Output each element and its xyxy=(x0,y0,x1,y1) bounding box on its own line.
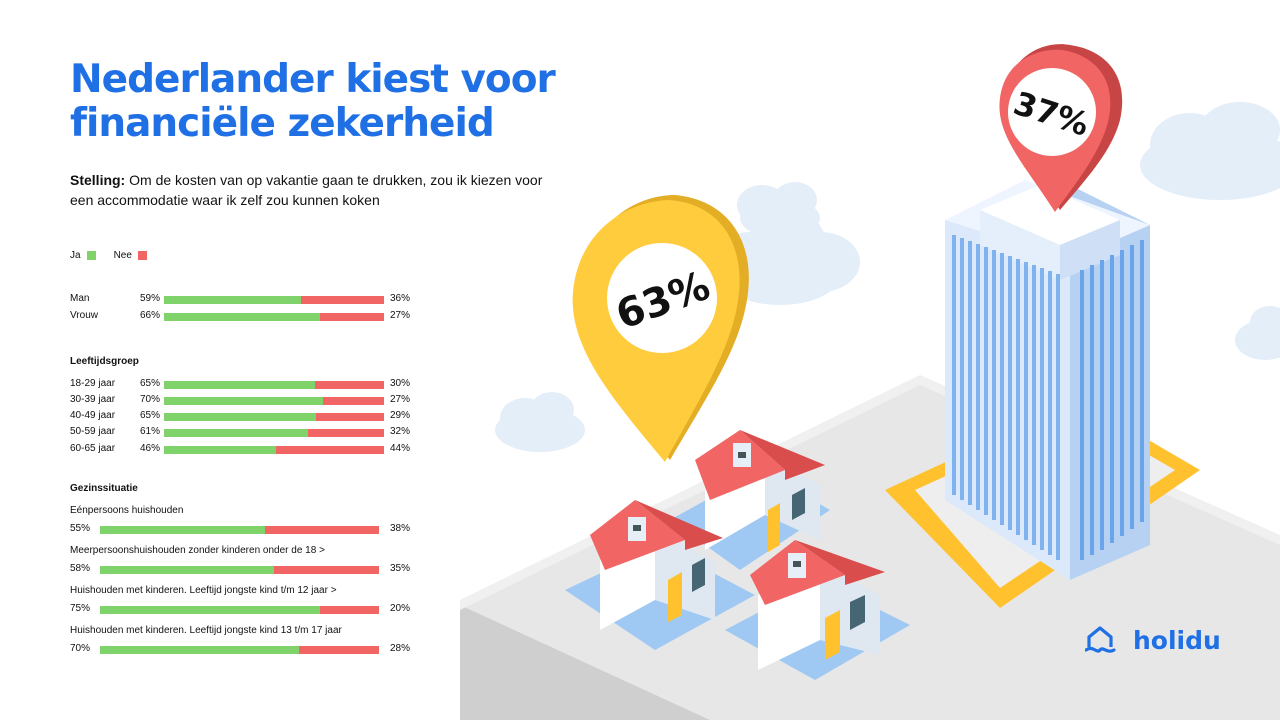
stacked-bar xyxy=(100,566,379,574)
nee-value-label: 27% xyxy=(390,394,411,405)
statement: Stelling: Om de kosten van op vakantie g… xyxy=(70,170,550,210)
cloud-icon xyxy=(1140,102,1280,200)
legend-swatch-nee xyxy=(137,251,147,260)
bar-nee xyxy=(314,381,384,389)
bar-nee xyxy=(320,313,384,321)
cloud-icon xyxy=(737,182,820,238)
stacked-bar xyxy=(100,526,379,534)
nee-value-label: 27% xyxy=(390,310,411,321)
row-label: 30-39 jaar xyxy=(70,394,116,405)
bar-ja xyxy=(100,606,321,614)
nee-value-label: 29% xyxy=(390,410,411,421)
nee-value-label: 44% xyxy=(390,443,411,454)
row-label: Meerpersoonshuishouden zonder kinderen o… xyxy=(70,545,325,556)
row-label: Vrouw xyxy=(70,310,98,321)
cloud-icon xyxy=(1235,306,1280,360)
bar-ja xyxy=(164,429,309,437)
row-label: 50-59 jaar xyxy=(70,426,116,437)
ja-value-label: 65% xyxy=(140,410,161,421)
section-title: Gezinssituatie xyxy=(70,483,138,494)
stacked-bar xyxy=(164,397,384,405)
chart-legend: Ja Nee xyxy=(70,250,159,261)
bar-ja xyxy=(164,313,321,321)
ja-value-label: 75% xyxy=(70,603,91,614)
title-line-2: financiële zekerheid xyxy=(70,101,495,146)
bar-nee xyxy=(276,446,384,454)
legend-label-nee: Nee xyxy=(113,250,132,261)
bar-nee xyxy=(265,526,379,534)
bar-ja xyxy=(164,413,317,421)
stacked-bar xyxy=(164,296,384,304)
nee-value-label: 20% xyxy=(390,603,411,614)
logo: holidu xyxy=(1085,625,1221,655)
house xyxy=(725,540,910,680)
ja-value-label: 46% xyxy=(140,443,161,454)
nee-value-label: 28% xyxy=(390,643,411,654)
illustration: 37% 63% xyxy=(460,44,1280,720)
ja-value-label: 58% xyxy=(70,563,91,574)
stacked-bar xyxy=(100,606,379,614)
row-label: Eénpersoons huishouden xyxy=(70,505,184,516)
building xyxy=(945,180,1150,580)
pin-yellow: 63% xyxy=(572,195,749,462)
ja-value-label: 66% xyxy=(140,310,161,321)
ja-value-label: 70% xyxy=(70,643,91,654)
ja-value-label: 70% xyxy=(140,394,161,405)
ja-value-label: 61% xyxy=(140,426,161,437)
row-label: 40-49 jaar xyxy=(70,410,116,421)
stacked-bar xyxy=(164,313,384,321)
bar-nee xyxy=(320,606,379,614)
bar-ja xyxy=(164,381,315,389)
ja-value-label: 55% xyxy=(70,523,91,534)
bar-ja xyxy=(164,296,301,304)
logo-text: holidu xyxy=(1133,625,1221,655)
row-label: Huishouden met kinderen. Leeftijd jongst… xyxy=(70,585,337,596)
legend-swatch-ja xyxy=(86,251,96,260)
ja-value-label: 65% xyxy=(140,378,161,389)
stacked-bar xyxy=(164,429,384,437)
bar-ja xyxy=(164,446,277,454)
cloud-icon xyxy=(495,392,585,452)
bar-ja xyxy=(100,526,265,534)
ja-value-label: 59% xyxy=(140,293,161,304)
nee-value-label: 36% xyxy=(390,293,411,304)
bar-nee xyxy=(322,397,384,405)
page-title: Nederlander kiest voor financiële zekerh… xyxy=(70,58,630,146)
bar-nee xyxy=(316,413,384,421)
nee-value-label: 32% xyxy=(390,426,411,437)
statement-text: Om de kosten van op vakantie gaan te dru… xyxy=(70,172,543,208)
bar-ja xyxy=(100,566,274,574)
legend-label-ja: Ja xyxy=(70,250,81,261)
bar-nee xyxy=(300,296,384,304)
stacked-bar xyxy=(164,446,384,454)
stacked-bar xyxy=(164,413,384,421)
row-label: Man xyxy=(70,293,90,304)
bar-ja xyxy=(100,646,300,654)
nee-value-label: 35% xyxy=(390,563,411,574)
pin-red: 37% xyxy=(999,44,1123,212)
statement-label: Stelling: xyxy=(70,172,126,188)
nee-value-label: 38% xyxy=(390,523,411,534)
stacked-bar xyxy=(100,646,379,654)
row-label: 60-65 jaar xyxy=(70,443,116,454)
nee-value-label: 30% xyxy=(390,378,411,389)
holidu-house-icon xyxy=(1085,626,1116,653)
bar-ja xyxy=(164,397,323,405)
bar-nee xyxy=(274,566,379,574)
section-title: Leeftijdsgroep xyxy=(70,356,139,367)
row-label: 18-29 jaar xyxy=(70,378,116,389)
bar-nee xyxy=(299,646,379,654)
house xyxy=(670,430,830,570)
row-label: Huishouden met kinderen. Leeftijd jongst… xyxy=(70,625,342,636)
title-line-1: Nederlander kiest voor xyxy=(70,57,556,102)
house xyxy=(565,500,755,650)
stacked-bar xyxy=(164,381,384,389)
bar-nee xyxy=(308,429,384,437)
